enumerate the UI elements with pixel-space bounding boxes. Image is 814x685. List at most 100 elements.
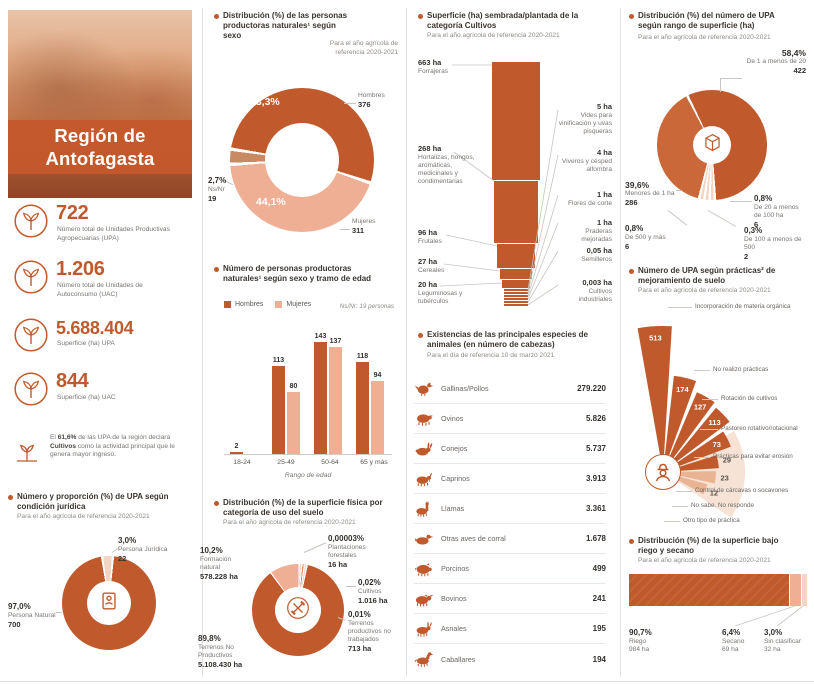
crop-label: Cultivos industriales (578, 287, 612, 303)
uso-label-no-productivos: 89,8% Terrenos No Productivos 5.108.430 … (198, 634, 250, 669)
cultivos-title: Superficie (ha) sembrada/plantada de la … (427, 11, 579, 31)
farmer-icon (645, 454, 681, 490)
slice-value: 422 (793, 66, 806, 76)
slice-label: De 100 a menos de 500 (744, 235, 802, 251)
seg-hortalizas (494, 181, 538, 243)
sexo-subtitle: Para el año agrícola de referencia 2020-… (329, 40, 398, 56)
animal-count: 499 (592, 564, 606, 573)
legend-mujeres: Mujeres (275, 301, 311, 308)
slice-value: 22 (118, 553, 127, 563)
category-label: 18-24 (233, 459, 251, 466)
section-bullet (629, 14, 634, 19)
crop-label: Leguminosas y tubérculos (418, 289, 463, 305)
section-bullet (629, 269, 634, 274)
slice-value: 713 ha (348, 643, 372, 653)
category-label: 50-64 (321, 459, 339, 466)
section-bullet (214, 501, 219, 506)
uso-label-no-trabajados: 0,01% Terrenos productivos no trabajados… (348, 610, 400, 653)
region-title-line1: Región de (54, 124, 146, 146)
seg-forrajeras (492, 62, 540, 180)
leader-line (56, 612, 62, 613)
crop-value: 1 ha (596, 190, 612, 199)
bar-value: 137 (329, 338, 342, 346)
slice-percent: 0,3% (744, 226, 763, 235)
crop-value: 663 ha (418, 58, 442, 67)
bar-value: 113 (272, 356, 285, 364)
sexo-title: Distribución (%) de las personas product… (223, 11, 348, 41)
slice-value: 376 (358, 100, 371, 110)
svg-text:513: 513 (649, 334, 662, 343)
llama-icon (414, 500, 441, 517)
bar-hombres (230, 452, 243, 454)
juridica-subtitle: Para el año agrícola de referencia 2020-… (17, 513, 150, 520)
note-percent: 61,6% (57, 434, 77, 441)
mujeres-percent: 44,1% (256, 196, 286, 208)
leader-line (344, 103, 356, 104)
crop-label: Semilleros (581, 255, 612, 263)
slice-percent: 0,01% (348, 610, 371, 619)
riego-segment (629, 574, 789, 606)
slice-percent: 0,02% (358, 578, 381, 587)
animal-count: 5.737 (585, 444, 606, 453)
leader-line (303, 542, 327, 553)
uac-area-icon (14, 372, 48, 411)
id-card-icon (98, 590, 120, 617)
slice-label: Terrenos No Productivos (198, 643, 234, 659)
animal-name: Otras aves de corral (441, 534, 506, 543)
bar-value: 2 (234, 443, 239, 450)
rango-label-100-500: 0,3% De 100 a menos de 500 2 (744, 226, 806, 261)
slice-label: De 500 y más (625, 233, 666, 241)
leader-line (700, 429, 718, 430)
slice-value: 6 (754, 219, 759, 229)
goat-icon (414, 471, 441, 487)
secano-label: 6,4% Secano 69 ha (722, 628, 760, 654)
slice-value: 6 (625, 241, 630, 251)
donkey-icon (414, 621, 441, 637)
category-label: 65 y más (360, 459, 388, 466)
crop-label: Viveros y césped alfombra (561, 157, 612, 173)
table-row: Conejos 5.737 (414, 434, 606, 464)
legend-label: Hombres (235, 301, 264, 308)
uso-label-cultivos: 0,02% Cultivos 1.016 ha (358, 578, 398, 605)
riego-title: Distribución (%) de la superficie bajo r… (638, 536, 779, 556)
table-row: Otras aves de corral 1.678 (414, 524, 606, 554)
leader-line (664, 521, 680, 522)
upa-count-icon (14, 204, 48, 243)
leader-line (346, 586, 356, 587)
slice-value: 984 ha (629, 645, 650, 653)
table-row: Caballares 194 (414, 644, 606, 674)
slice-percent: 10,2% (200, 546, 223, 555)
animal-name: Ovinos (441, 414, 464, 423)
upa-area-label: Superficie (ha) UPA (57, 340, 115, 347)
leader-line (702, 399, 718, 400)
slice-percent: 2,7% (208, 176, 227, 185)
uso-suelo-donut-hole (275, 587, 321, 633)
bar-col: 80 (287, 383, 300, 454)
slice-value: 5.108.430 ha (198, 659, 243, 669)
crossed-tools-icon (286, 596, 310, 625)
footer-rule (0, 681, 814, 682)
crop-label: Vides para vinificación y uvas pisqueras (558, 111, 612, 135)
bar-col: 118 (356, 353, 369, 454)
edad-xaxis-label: Rango de edad (284, 472, 332, 479)
animal-count: 195 (592, 624, 606, 633)
slice-label: Hombres (358, 92, 385, 99)
slice-percent: 58,4% (781, 48, 806, 58)
practica-label: No sabe. No responde (691, 502, 755, 509)
slice-label: Riego (629, 637, 647, 645)
svg-text:29: 29 (723, 455, 731, 464)
note-text: El (50, 434, 58, 441)
chicken-icon (414, 381, 441, 397)
cultivos-leader-lines (439, 64, 559, 306)
region-title: Región de Antofagasta (8, 120, 192, 174)
uac-count-label: Número total de Unidades de Autoconsumo … (57, 282, 143, 298)
crop-label-praderas: 1 ha Praderas mejoradas (556, 218, 612, 244)
slice-percent: 0,8% (625, 224, 644, 233)
svg-text:174: 174 (676, 385, 689, 394)
slice-value: 1.016 ha (358, 595, 388, 605)
leader-line (672, 506, 688, 507)
slice-label: Sin clasificar (764, 637, 802, 645)
leader-line (730, 201, 752, 202)
crop-label-semilleros: 0,05 ha Semilleros (556, 246, 612, 264)
